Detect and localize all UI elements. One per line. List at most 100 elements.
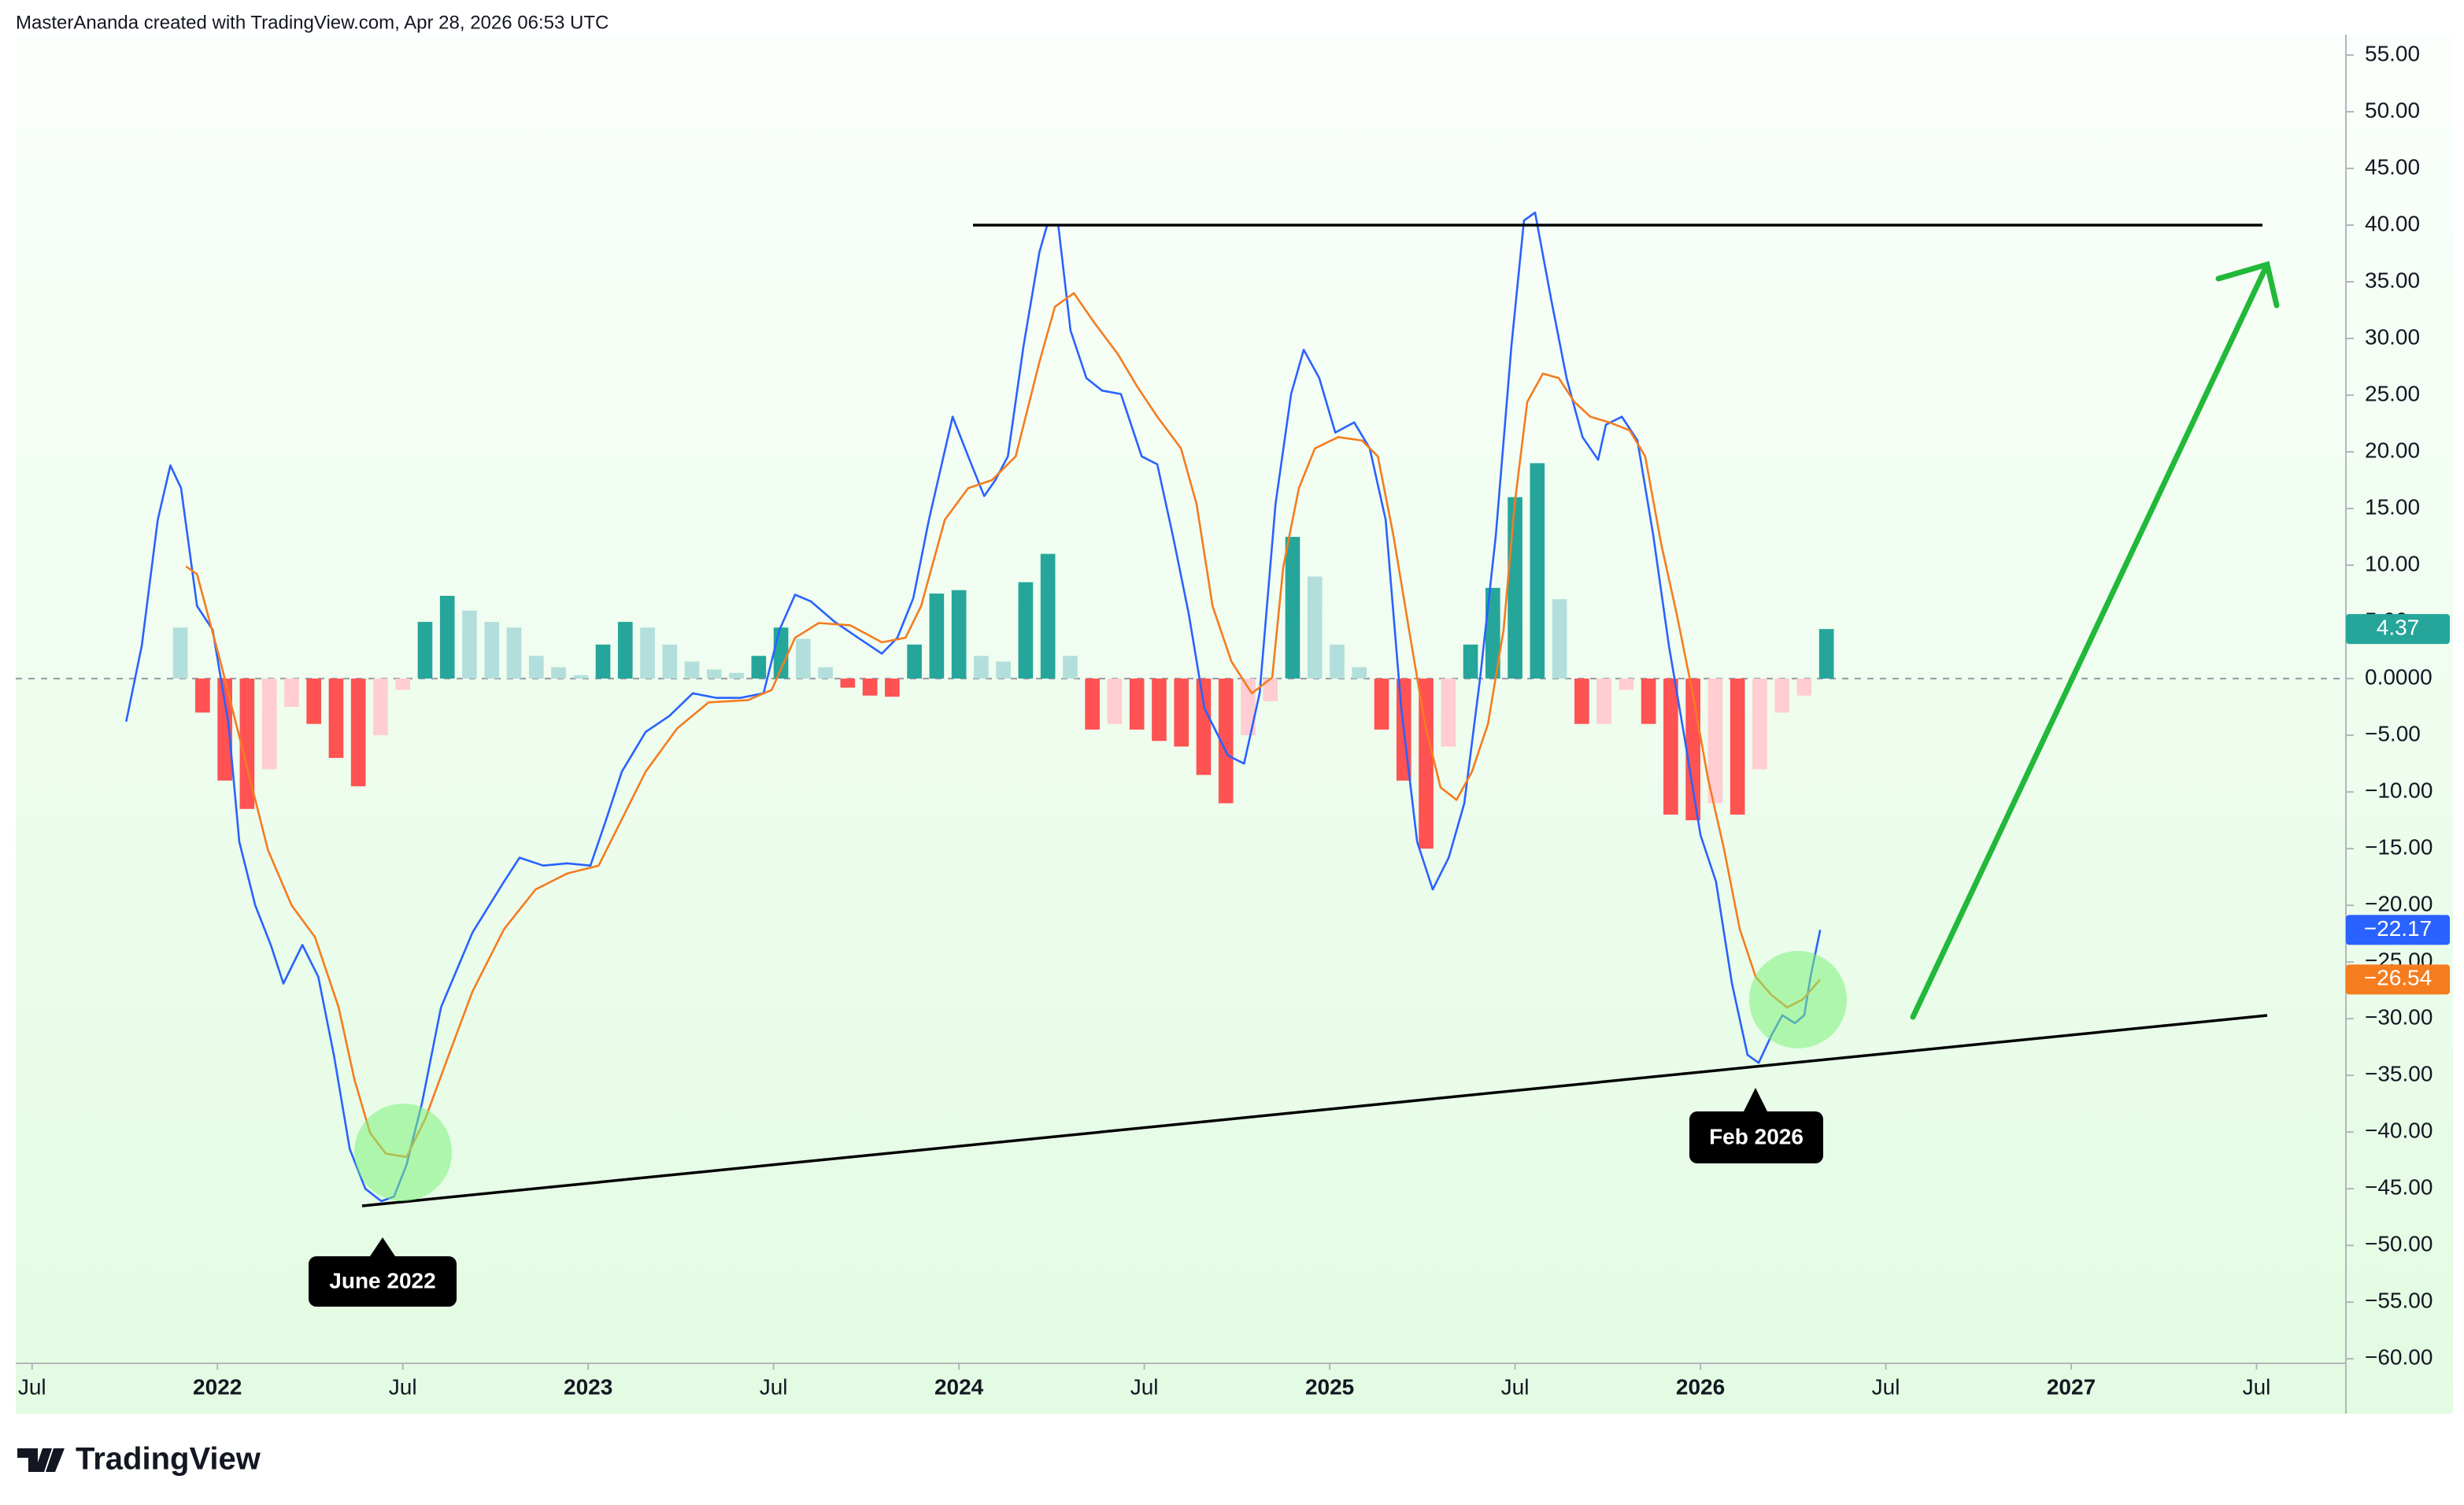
histogram-bar <box>462 610 477 679</box>
histogram-bar <box>573 675 589 679</box>
histogram-bar <box>306 679 321 724</box>
histogram-bar <box>1818 629 1834 679</box>
attribution: MasterAnanda created with TradingView.co… <box>16 12 609 33</box>
histogram-bar <box>284 679 299 708</box>
x-tick-label: Jul <box>1130 1374 1159 1399</box>
y-tick-label: 20.00 <box>2365 438 2420 462</box>
histogram-bar <box>1552 599 1567 679</box>
x-tick-label: Jul <box>760 1374 788 1399</box>
histogram-bar <box>729 672 744 679</box>
histogram-bar <box>373 679 388 736</box>
histogram-bar <box>217 679 232 781</box>
histogram-bar <box>1152 679 1167 741</box>
histogram-bar <box>907 644 922 679</box>
y-tick-label: 10.00 <box>2365 551 2420 575</box>
annotation-box <box>1689 1111 1823 1163</box>
histogram-bar <box>1485 587 1500 679</box>
y-tick-label: 30.00 <box>2365 324 2420 349</box>
histogram-bar <box>1530 463 1545 679</box>
x-tick-label: Jul <box>18 1374 46 1399</box>
price-tag <box>2346 964 2450 995</box>
histogram-bar <box>1330 644 1345 679</box>
histogram-bar <box>1196 679 1212 775</box>
histogram-bar <box>195 679 210 713</box>
brand-mark <box>17 1448 65 1472</box>
histogram-bar <box>640 627 655 679</box>
histogram-bar <box>974 656 989 679</box>
annotation-text: June 2022 <box>329 1268 435 1292</box>
histogram-bar <box>684 661 700 679</box>
histogram-bar <box>818 667 833 679</box>
y-tick-label: −50.00 <box>2365 1232 2433 1256</box>
plot-layer: 55.00 50.00 45.00 40.00 35.00 30.00 25.00 20.00… <box>16 41 2450 1399</box>
histogram-bar <box>1063 656 1078 679</box>
y-tick-label: −20.00 <box>2365 892 2433 916</box>
histogram-bar <box>506 627 522 679</box>
histogram-bar <box>1352 667 1367 679</box>
histogram-bar <box>528 656 544 679</box>
price-tag <box>2346 614 2450 645</box>
histogram-bar <box>1441 679 1456 747</box>
y-tick-label: −15.00 <box>2365 835 2433 860</box>
price-tag-label: −26.54 <box>2364 966 2432 990</box>
histogram-bar <box>350 679 366 786</box>
x-tick-label: 2027 <box>2047 1374 2096 1399</box>
y-tick-label: 35.00 <box>2365 268 2420 292</box>
y-tick-label: −30.00 <box>2365 1005 2433 1030</box>
histogram-bar <box>951 590 967 679</box>
x-tick-label: 2026 <box>1676 1374 1725 1399</box>
y-tick-label: −60.00 <box>2365 1345 2433 1370</box>
histogram-bar <box>1018 582 1034 679</box>
x-tick-label: 2022 <box>193 1374 242 1399</box>
y-tick-label: −40.00 <box>2365 1119 2433 1143</box>
histogram-bar <box>1508 497 1522 679</box>
highlight-circle <box>354 1104 452 1201</box>
brand-name: TradingView <box>76 1442 261 1477</box>
highlight-circle <box>1749 951 1847 1048</box>
histogram-bar <box>751 656 767 679</box>
histogram-bar <box>1285 537 1300 679</box>
histogram-bar <box>1707 679 1723 804</box>
histogram-bar <box>885 679 900 697</box>
histogram-bar <box>1574 679 1589 724</box>
histogram-bar <box>996 661 1011 679</box>
indicator-line <box>185 292 1822 1159</box>
projection-arrow <box>1910 261 2280 1020</box>
histogram-bar <box>1663 679 1678 815</box>
histogram-bar <box>1596 679 1611 724</box>
histogram-bar <box>840 679 856 688</box>
histogram-bar <box>551 667 566 679</box>
y-tick-label: 15.00 <box>2365 494 2420 519</box>
y-tick-label: 25.00 <box>2365 381 2420 405</box>
histogram-bar <box>1619 679 1634 690</box>
y-tick-label: 50.00 <box>2365 98 2420 122</box>
histogram-bar <box>484 622 500 679</box>
y-tick-label: −35.00 <box>2365 1062 2433 1086</box>
histogram-bar <box>929 593 945 679</box>
histogram-bar <box>1107 679 1123 724</box>
histogram-bar <box>795 638 811 679</box>
histogram-bar <box>1040 553 1056 679</box>
histogram-bar <box>1307 576 1323 679</box>
x-tick-label: Jul <box>389 1374 417 1399</box>
histogram-bar <box>1218 679 1234 804</box>
y-tick-label: 0.0000 <box>2365 664 2433 689</box>
histogram-bar <box>261 679 277 770</box>
histogram-bar <box>239 679 255 809</box>
x-tick-label: Jul <box>1501 1374 1530 1399</box>
x-tick-label: 2025 <box>1305 1374 1354 1399</box>
histogram-bar <box>706 669 722 679</box>
histogram-bar <box>1419 679 1434 849</box>
x-tick-label: Jul <box>2243 1374 2271 1399</box>
annotation: June 2022 <box>309 1237 457 1307</box>
x-tick-label: 2023 <box>564 1374 612 1399</box>
y-tick-label: −45.00 <box>2365 1175 2433 1200</box>
arrow-shaft <box>1910 261 2270 1020</box>
histogram-bar <box>1641 679 1656 724</box>
y-tick-label: 55.00 <box>2365 41 2420 65</box>
histogram-bar <box>439 595 455 679</box>
support-line <box>361 1014 2268 1207</box>
histogram-bar <box>1796 679 1812 696</box>
brand-logo: TradingView <box>17 1442 261 1477</box>
